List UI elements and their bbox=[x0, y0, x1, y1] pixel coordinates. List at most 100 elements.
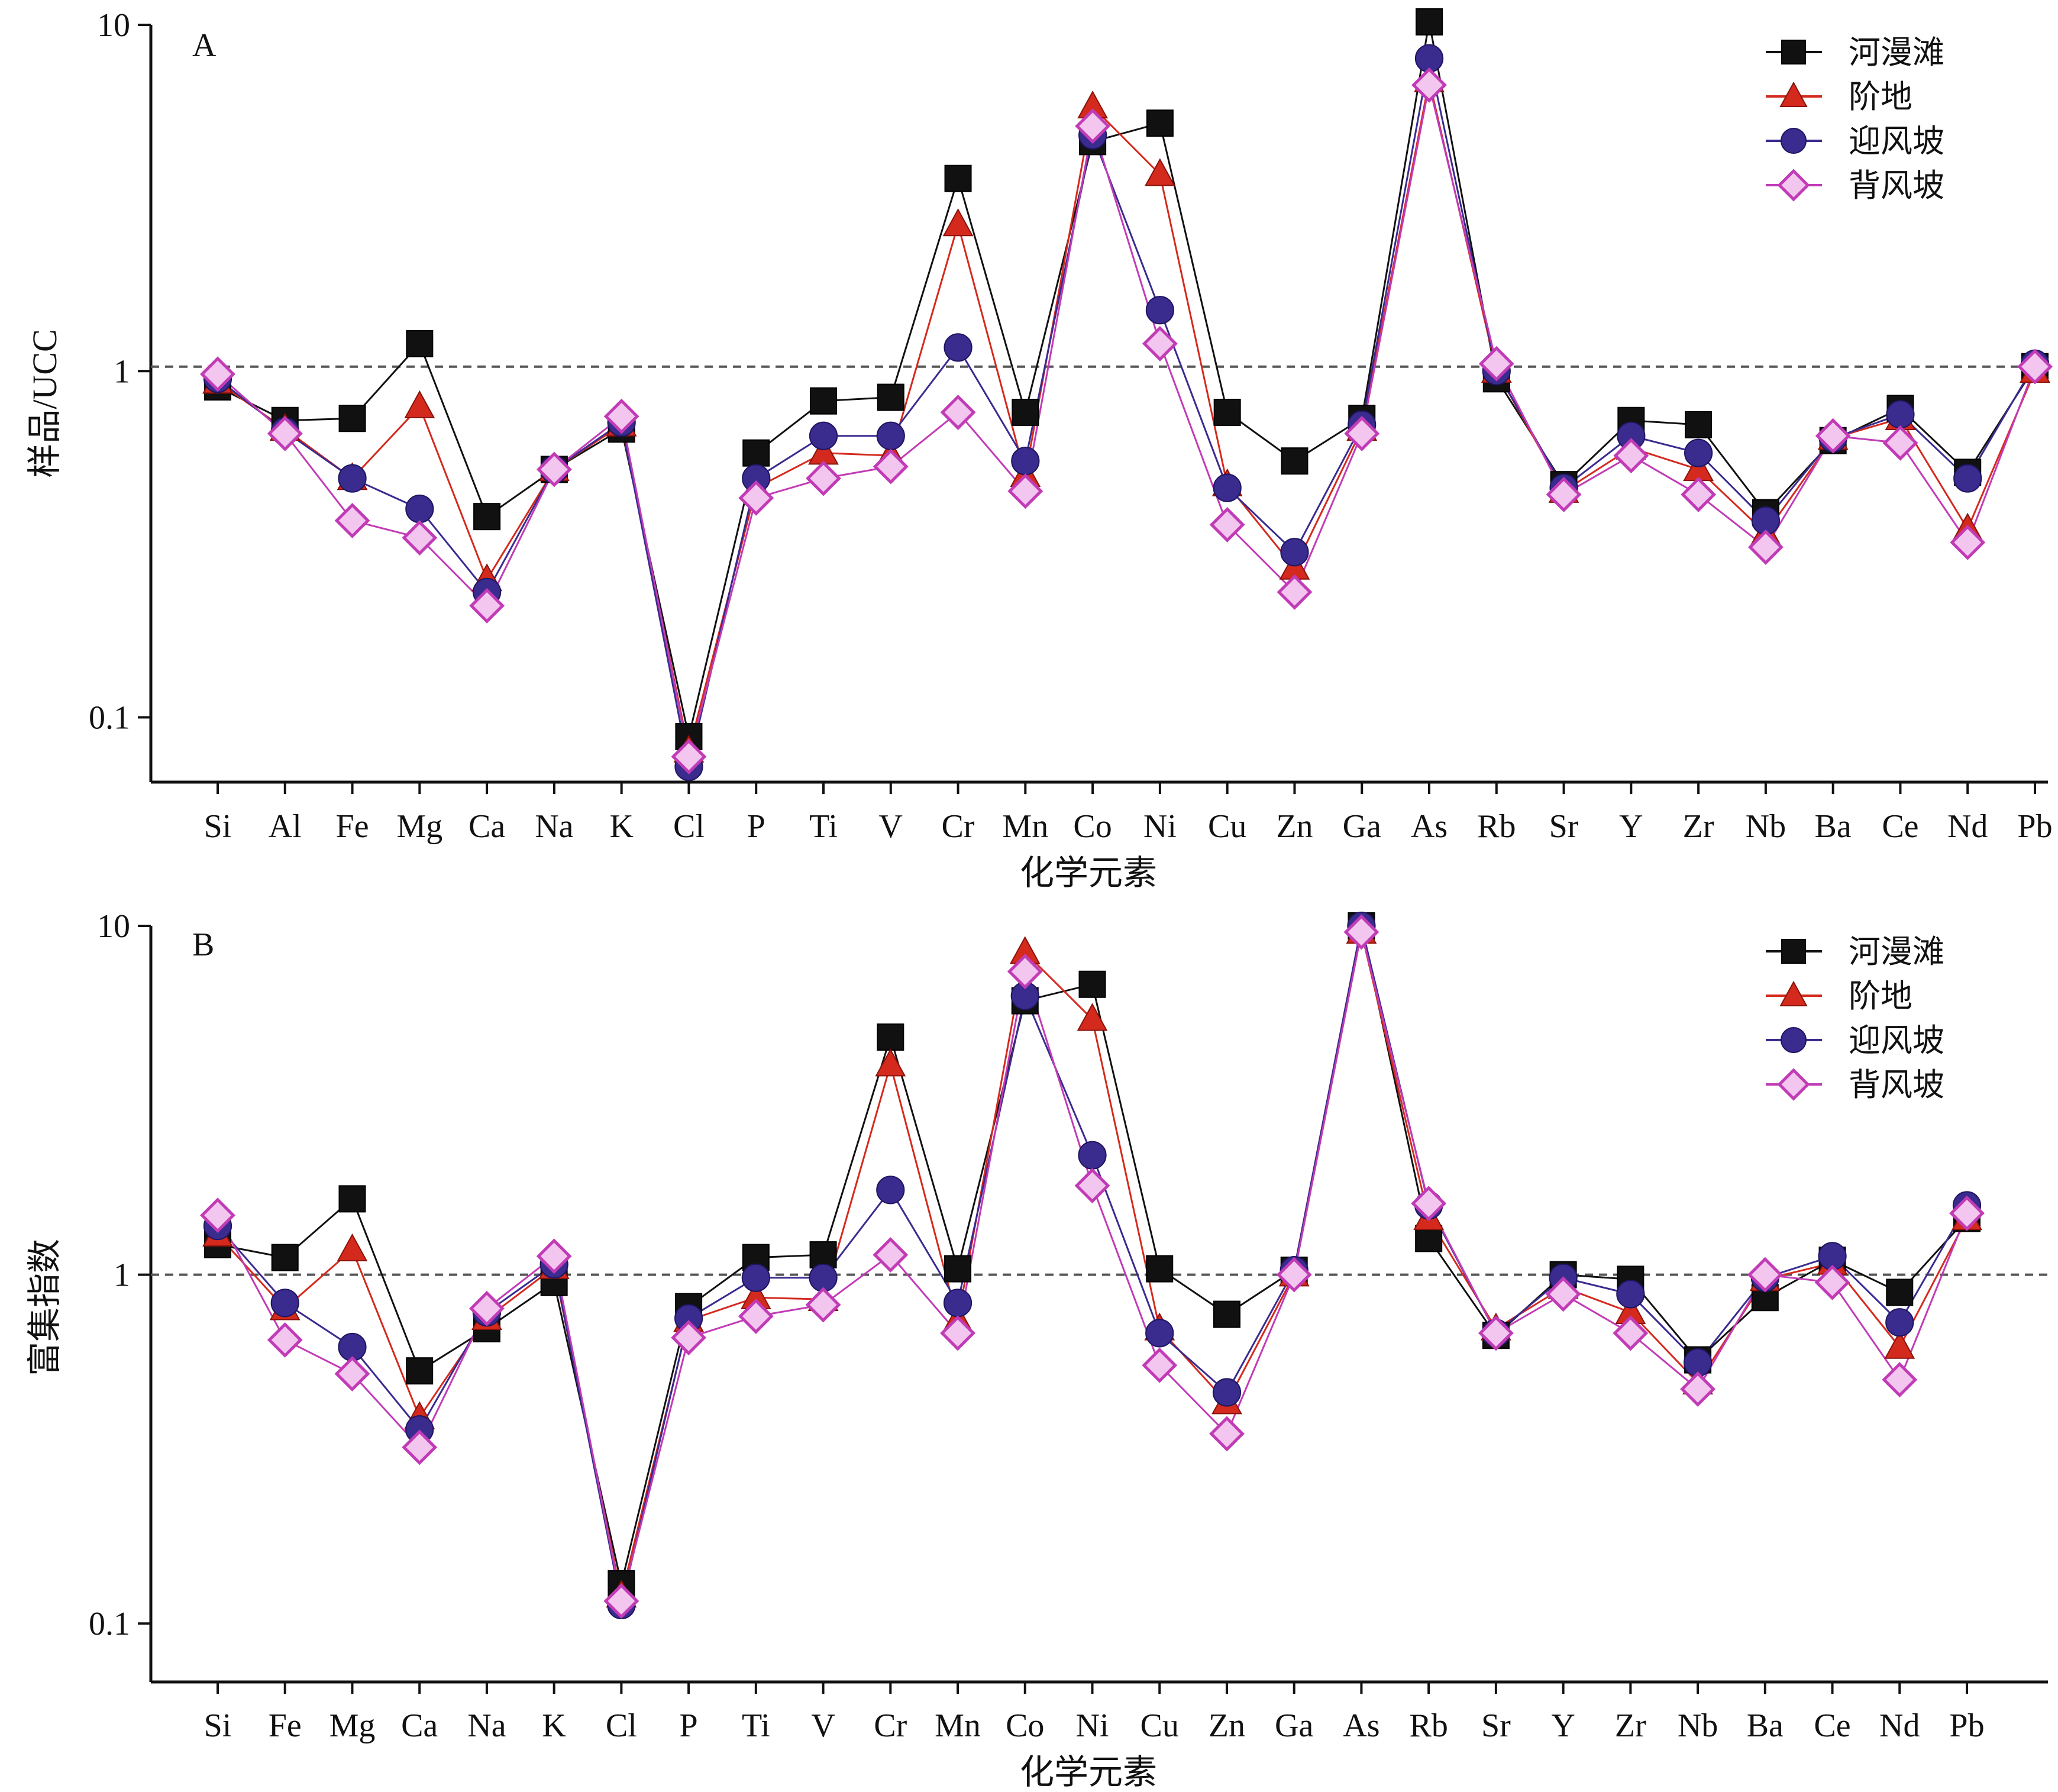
x-tick-label: Zn bbox=[1209, 1707, 1245, 1744]
data-point bbox=[270, 1289, 299, 1318]
data-point bbox=[200, 1197, 235, 1234]
data-point bbox=[406, 1357, 434, 1385]
data-point bbox=[1747, 529, 1784, 565]
x-tick-label: Ni bbox=[1143, 808, 1177, 845]
x-tick-label: Ca bbox=[401, 1707, 438, 1744]
data-point bbox=[944, 164, 972, 192]
data-point bbox=[338, 464, 367, 493]
x-tick-label: Si bbox=[204, 1707, 232, 1744]
data-point bbox=[876, 421, 905, 450]
x-tick-label: Nb bbox=[1678, 1707, 1718, 1744]
data-point bbox=[536, 1238, 572, 1274]
data-point bbox=[1142, 1347, 1178, 1383]
panel-a-x-axis-title: 化学元素 bbox=[1020, 854, 1157, 892]
data-point bbox=[469, 1290, 505, 1326]
x-tick-label: Na bbox=[467, 1707, 506, 1744]
data-point bbox=[1684, 438, 1713, 467]
legend-marker bbox=[1777, 1068, 1810, 1101]
x-tick-label: Rb bbox=[1409, 1707, 1448, 1744]
data-point bbox=[334, 1356, 370, 1392]
data-point bbox=[1885, 1308, 1914, 1337]
data-point bbox=[1546, 476, 1582, 512]
data-point bbox=[1209, 1416, 1245, 1452]
data-point bbox=[1882, 425, 1918, 461]
data-point bbox=[1949, 1195, 1985, 1231]
legend-marker bbox=[1781, 939, 1806, 964]
data-point bbox=[741, 1263, 770, 1292]
x-tick-label: Fe bbox=[269, 1707, 302, 1744]
x-tick-label: Ce bbox=[1814, 1707, 1850, 1744]
data-point bbox=[402, 1429, 438, 1465]
data-point bbox=[1012, 399, 1039, 427]
data-point bbox=[1281, 447, 1309, 475]
data-point bbox=[1545, 1276, 1581, 1312]
legend-marker bbox=[1781, 40, 1806, 64]
x-tick-label: K bbox=[609, 808, 633, 845]
legend-label: 迎风坡 bbox=[1849, 124, 1944, 159]
panel-b-x-axis-title: 化学元素 bbox=[1020, 1753, 1157, 1791]
panel-a-label: A bbox=[192, 27, 217, 64]
x-tick-label: Y bbox=[1619, 808, 1643, 845]
x-tick-label: Fe bbox=[336, 808, 369, 845]
data-point bbox=[1077, 1003, 1108, 1031]
y-tick-label: 0.1 bbox=[89, 1606, 130, 1642]
data-point bbox=[603, 398, 639, 434]
x-tick-label: Ce bbox=[1882, 808, 1918, 845]
data-point bbox=[806, 460, 841, 496]
legend-label: 河漫滩 bbox=[1849, 35, 1944, 70]
data-point bbox=[1411, 67, 1447, 103]
data-point bbox=[810, 387, 837, 415]
x-tick-label: Mn bbox=[935, 1707, 981, 1744]
x-tick-label: Ti bbox=[809, 808, 838, 845]
data-point bbox=[1613, 1315, 1649, 1351]
x-tick-label: Na bbox=[535, 808, 573, 845]
x-tick-label: Nd bbox=[1947, 808, 1988, 845]
x-tick-label: Zr bbox=[1615, 1707, 1646, 1744]
x-tick-label: Ti bbox=[742, 1707, 770, 1744]
x-tick-label: Si bbox=[204, 808, 232, 845]
data-point bbox=[2017, 348, 2053, 385]
data-point bbox=[1815, 418, 1851, 454]
data-point bbox=[1886, 400, 1915, 429]
x-tick-label: Co bbox=[1073, 808, 1112, 845]
y-tick-label: 1 bbox=[114, 1257, 130, 1294]
panel-b-y-axis-title: 富集指数 bbox=[25, 1239, 64, 1376]
panel-b-label: B bbox=[192, 926, 214, 963]
x-tick-label: Y bbox=[1551, 1707, 1575, 1744]
legend-label: 背风坡 bbox=[1849, 168, 1944, 204]
data-point bbox=[873, 1237, 909, 1273]
x-tick-label: As bbox=[1411, 808, 1448, 845]
data-point bbox=[1478, 1315, 1514, 1351]
data-point bbox=[738, 480, 774, 516]
data-point bbox=[943, 1289, 973, 1318]
data-point bbox=[738, 1298, 774, 1334]
data-point bbox=[1343, 914, 1379, 950]
y-tick-label: 1 bbox=[114, 353, 130, 390]
data-point bbox=[1882, 1362, 1918, 1398]
x-tick-label: Ni bbox=[1076, 1707, 1109, 1744]
data-point bbox=[1886, 1278, 1914, 1306]
x-tick-label: Mg bbox=[396, 808, 442, 845]
y-tick-label: 10 bbox=[97, 7, 130, 44]
x-tick-label: Cl bbox=[673, 808, 705, 845]
data-point bbox=[1884, 1331, 1915, 1359]
data-point bbox=[1685, 411, 1713, 438]
data-point bbox=[1213, 399, 1241, 427]
x-tick-label: Rb bbox=[1477, 808, 1516, 845]
data-point bbox=[742, 439, 770, 467]
legend-label: 阶地 bbox=[1849, 79, 1912, 115]
legend-marker bbox=[1781, 1027, 1807, 1053]
data-point bbox=[944, 333, 973, 362]
x-tick-label: Pb bbox=[1949, 1707, 1984, 1744]
legend-marker bbox=[1779, 81, 1808, 107]
x-tick-label: Co bbox=[1006, 1707, 1044, 1744]
data-point bbox=[337, 1233, 368, 1261]
data-point bbox=[406, 330, 434, 357]
legend-label: 阶地 bbox=[1849, 979, 1912, 1014]
data-point bbox=[271, 1244, 299, 1271]
series-line bbox=[217, 58, 2036, 767]
data-point bbox=[1613, 438, 1649, 474]
data-point bbox=[1011, 447, 1040, 476]
legend-marker bbox=[1781, 128, 1807, 154]
